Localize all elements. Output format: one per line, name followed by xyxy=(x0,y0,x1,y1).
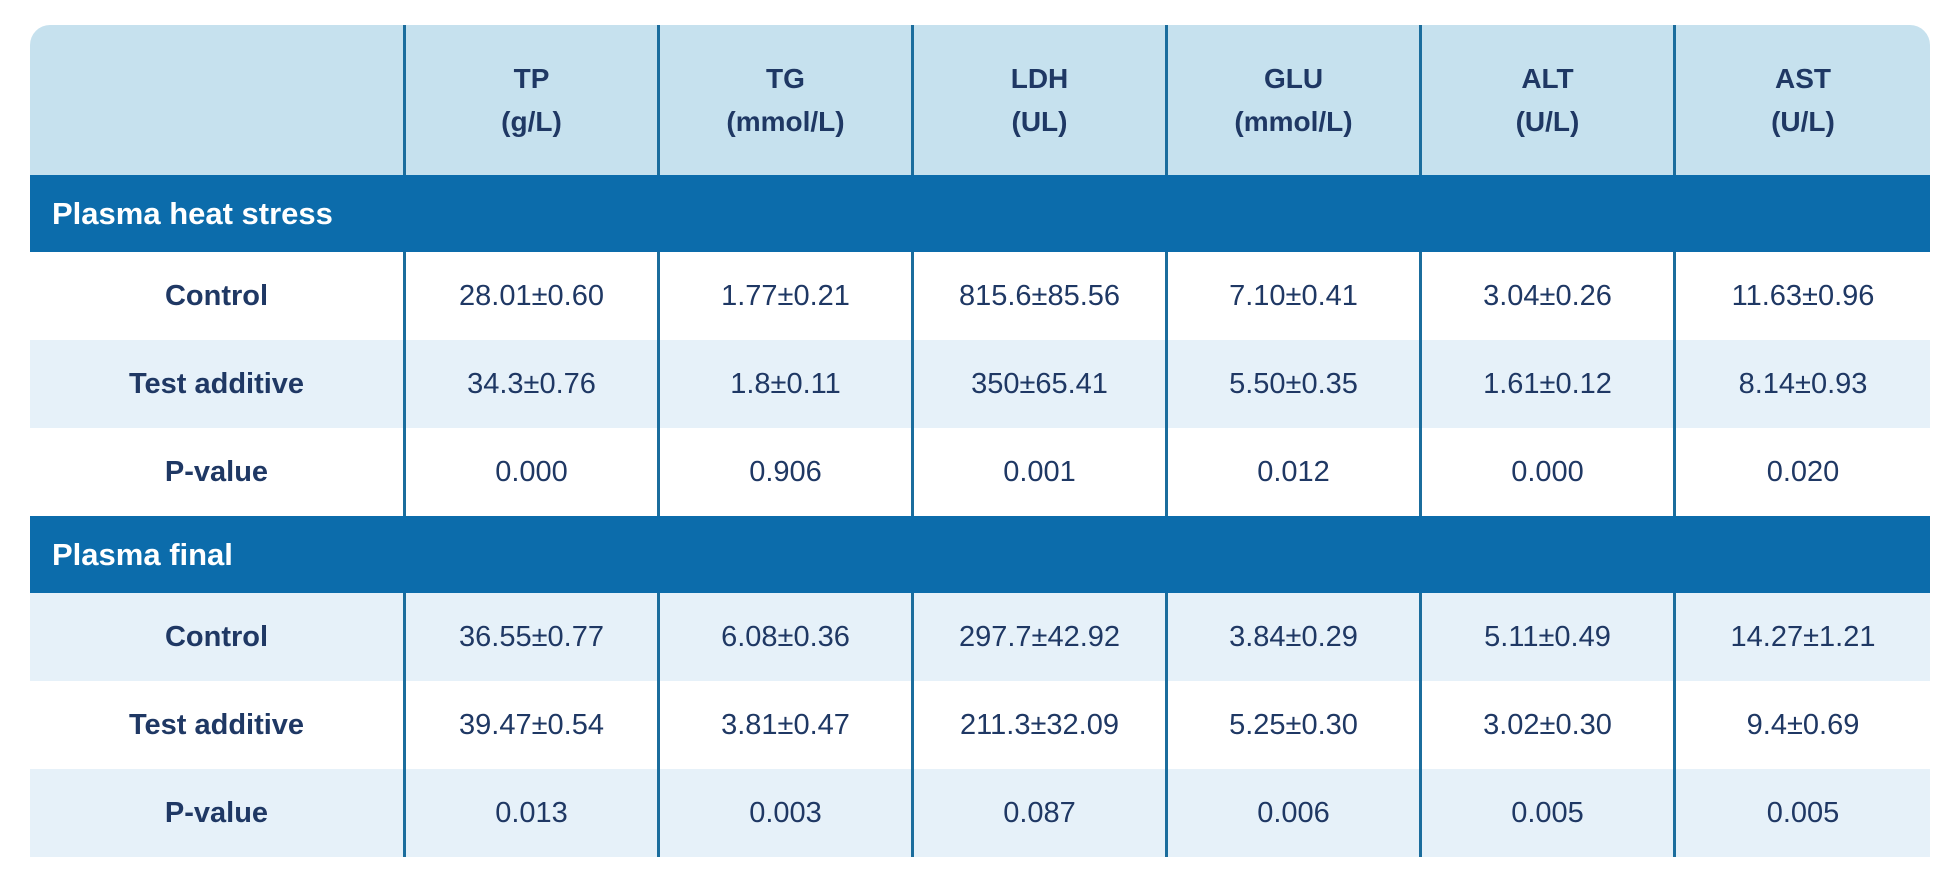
value-cell: 14.27±1.21 xyxy=(1730,620,1876,653)
value-cell: 28.01±0.60 xyxy=(406,252,660,340)
value-cell: 5.50±0.35 xyxy=(1168,340,1422,428)
header-cell-ast: AST (U/L) xyxy=(1676,25,1930,175)
table-row: P-value 0.013 0.003 0.087 0.006 0.005 0.… xyxy=(30,769,1930,857)
value-cell: 1.77±0.21 xyxy=(660,252,914,340)
header-cell-empty xyxy=(30,25,406,175)
value-cell: 0.013 xyxy=(406,769,660,857)
table-row: Test additive 34.3±0.76 1.8±0.11 350±65.… xyxy=(30,340,1930,428)
value-cell: 3.04±0.26 xyxy=(1422,252,1676,340)
table-row: Control 28.01±0.60 1.77±0.21 815.6±85.56… xyxy=(30,252,1930,340)
value-cell: 8.14±0.93 xyxy=(1738,367,1868,400)
value-cell: 0.087 xyxy=(914,769,1168,857)
value-cell: 0.006 xyxy=(1168,769,1422,857)
row-label: Control xyxy=(30,252,406,340)
value-cell: 0.020 xyxy=(1766,455,1840,488)
value-cell: 7.10±0.41 xyxy=(1168,252,1422,340)
value-cell: 0.906 xyxy=(660,428,914,516)
value-cell: 5.25±0.30 xyxy=(1168,681,1422,769)
results-table: TP (g/L) TG (mmol/L) LDH (UL) GLU (mmol/… xyxy=(30,25,1930,857)
value-cell: 9.4±0.69 xyxy=(1746,708,1860,741)
row-label: Control xyxy=(30,593,406,681)
value-cell: 0.000 xyxy=(406,428,660,516)
header-cell-glu: GLU (mmol/L) xyxy=(1168,25,1422,175)
column-abbr: GLU xyxy=(1263,62,1324,94)
header-cell-tp: TP (g/L) xyxy=(406,25,660,175)
row-label: P-value xyxy=(30,769,406,857)
row-label: Test additive xyxy=(30,681,406,769)
value-cell: 297.7±42.92 xyxy=(914,593,1168,681)
column-abbr: LDH xyxy=(1010,62,1069,94)
value-cell: 34.3±0.76 xyxy=(406,340,660,428)
column-unit: (mmol/L) xyxy=(726,106,845,137)
column-abbr: TG xyxy=(766,62,805,94)
table-row: P-value 0.000 0.906 0.001 0.012 0.000 0.… xyxy=(30,428,1930,516)
value-cell: 3.84±0.29 xyxy=(1168,593,1422,681)
column-unit: (g/L) xyxy=(501,106,562,137)
value-cell: 0.005 xyxy=(1766,796,1840,829)
value-cell: 0.003 xyxy=(660,769,914,857)
row-label: Test additive xyxy=(30,340,406,428)
value-cell: 211.3±32.09 xyxy=(914,681,1168,769)
column-unit: (U/L) xyxy=(1515,106,1580,137)
column-unit: (mmol/L) xyxy=(1234,106,1353,137)
value-cell: 39.47±0.54 xyxy=(406,681,660,769)
column-abbr: TP xyxy=(513,62,550,94)
value-cell: 0.005 xyxy=(1422,769,1676,857)
table-row: Test additive 39.47±0.54 3.81±0.47 211.3… xyxy=(30,681,1930,769)
column-abbr: ALT xyxy=(1521,62,1574,94)
value-cell: 0.012 xyxy=(1168,428,1422,516)
value-cell: 0.000 xyxy=(1422,428,1676,516)
value-cell: 5.11±0.49 xyxy=(1422,593,1676,681)
value-cell: 1.8±0.11 xyxy=(660,340,914,428)
column-abbr: AST xyxy=(1775,62,1831,94)
value-cell: 0.001 xyxy=(914,428,1168,516)
column-unit: (U/L) xyxy=(1771,106,1835,137)
header-cell-ldh: LDH (UL) xyxy=(914,25,1168,175)
value-cell: 36.55±0.77 xyxy=(406,593,660,681)
header-cell-alt: ALT (U/L) xyxy=(1422,25,1676,175)
value-cell: 3.81±0.47 xyxy=(660,681,914,769)
value-cell: 1.61±0.12 xyxy=(1422,340,1676,428)
value-cell: 815.6±85.56 xyxy=(914,252,1168,340)
value-cell: 3.02±0.30 xyxy=(1422,681,1676,769)
section-header-plasma-heat-stress: Plasma heat stress xyxy=(30,175,1930,252)
row-label: P-value xyxy=(30,428,406,516)
value-cell: 6.08±0.36 xyxy=(660,593,914,681)
header-cell-tg: TG (mmol/L) xyxy=(660,25,914,175)
column-unit: (UL) xyxy=(1011,106,1068,137)
section-header-plasma-final: Plasma final xyxy=(30,516,1930,593)
value-cell: 11.63±0.96 xyxy=(1731,279,1875,312)
table-header-row: TP (g/L) TG (mmol/L) LDH (UL) GLU (mmol/… xyxy=(30,25,1930,175)
value-cell: 350±65.41 xyxy=(914,340,1168,428)
table-row: Control 36.55±0.77 6.08±0.36 297.7±42.92… xyxy=(30,593,1930,681)
